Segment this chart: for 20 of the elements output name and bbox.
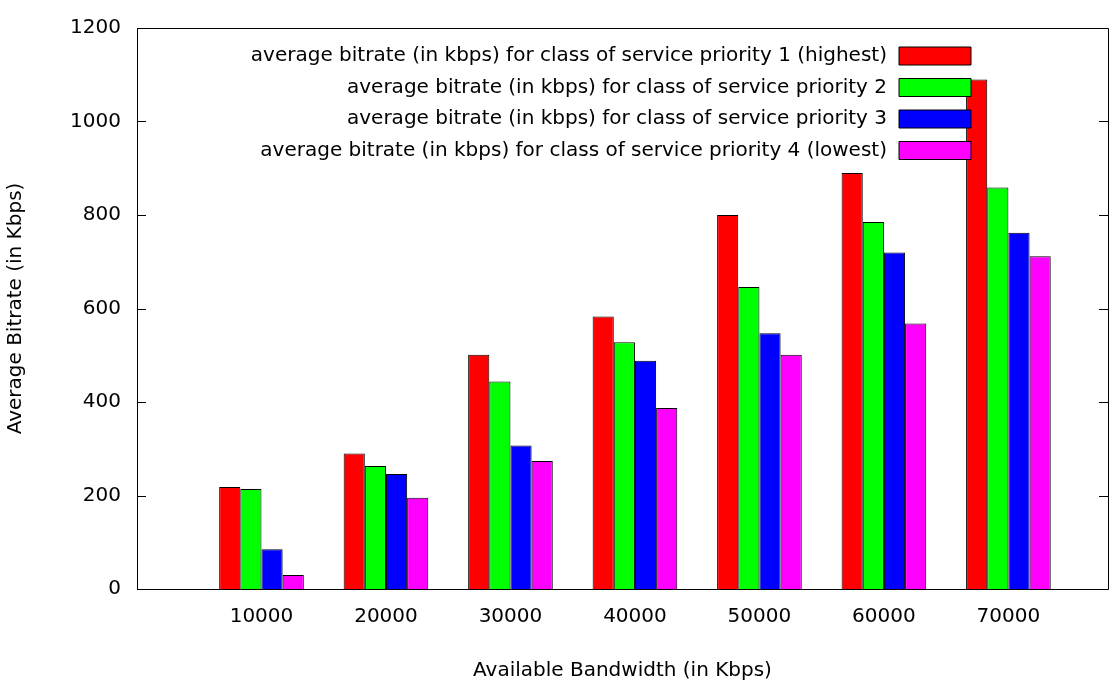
x-tick-label: 10000: [229, 603, 294, 628]
y-tick-label: 600: [82, 294, 121, 319]
y-axis-title: Average Bitrate (in Kbps): [2, 182, 27, 435]
x-tick-label: 60000: [852, 603, 916, 628]
legend-label: average bitrate (in kbps) for class of service priority 3: [347, 105, 887, 130]
legend-label: average bitrate (in kbps) for class of service priority 2: [347, 73, 887, 98]
y-tick-label: 200: [82, 481, 121, 506]
y-tick-label: 1200: [70, 14, 121, 39]
y-tick-label: 800: [82, 201, 121, 226]
x-axis-title: Available Bandwidth (in Kbps): [473, 657, 772, 682]
y-tick-label: 0: [108, 575, 121, 600]
x-tick-label: 50000: [727, 603, 792, 628]
x-tick-label: 30000: [478, 603, 543, 628]
legend-label: average bitrate (in kbps) for class of service priority 1 (highest): [250, 42, 887, 67]
x-tick-label: 40000: [603, 603, 667, 628]
x-tick-label: 20000: [354, 603, 418, 628]
x-tick-label: 70000: [976, 603, 1041, 628]
y-tick-label: 400: [82, 388, 121, 413]
legend-label: average bitrate (in kbps) for class of service priority 4 (lowest): [260, 136, 887, 161]
y-tick-label: 1000: [70, 107, 121, 132]
